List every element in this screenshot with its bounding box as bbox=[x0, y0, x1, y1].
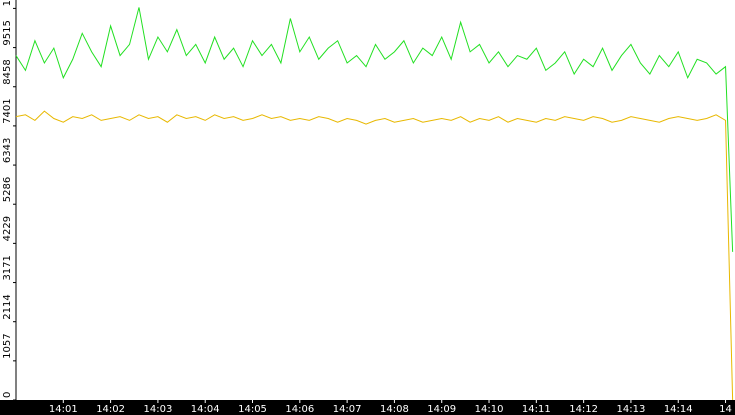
x-tick-label: 14:04 bbox=[191, 404, 220, 415]
x-tick-label: 14:12 bbox=[569, 404, 598, 415]
x-tick-label: 14:07 bbox=[333, 404, 362, 415]
x-tick-label: 14:10 bbox=[475, 404, 504, 415]
y-tick-label: 1057 bbox=[2, 333, 13, 358]
x-tick-label: 14:13 bbox=[617, 404, 646, 415]
x-tick-label: 14:06 bbox=[285, 404, 314, 415]
y-tick-label: 0 bbox=[2, 392, 13, 398]
x-tick-label: 14:09 bbox=[427, 404, 456, 415]
y-tick-label: 10573 bbox=[2, 0, 13, 6]
series-line bbox=[15, 7, 734, 252]
x-tick-label: 14:02 bbox=[96, 404, 125, 415]
y-tick-label: 3171 bbox=[2, 255, 13, 280]
series-line bbox=[15, 110, 734, 401]
x-tick-label: 14:11 bbox=[522, 404, 551, 415]
x-tick-label: 14:05 bbox=[238, 404, 267, 415]
x-axis-band bbox=[0, 400, 735, 415]
y-tick-label: 9515 bbox=[2, 20, 13, 45]
x-tick-label: 14:08 bbox=[380, 404, 409, 415]
x-tick-label: 14 bbox=[719, 404, 732, 415]
y-tick-label: 5286 bbox=[2, 177, 13, 202]
y-tick-label: 8458 bbox=[2, 59, 13, 84]
x-tick-label: 14:14 bbox=[664, 404, 693, 415]
x-tick-label: 14:01 bbox=[49, 404, 78, 415]
y-tick-label: 7401 bbox=[2, 98, 13, 123]
y-tick-label: 2114 bbox=[2, 294, 13, 319]
y-tick-label: 4229 bbox=[2, 216, 13, 241]
y-tick-label: 6343 bbox=[2, 138, 13, 163]
x-tick-label: 14:03 bbox=[143, 404, 172, 415]
